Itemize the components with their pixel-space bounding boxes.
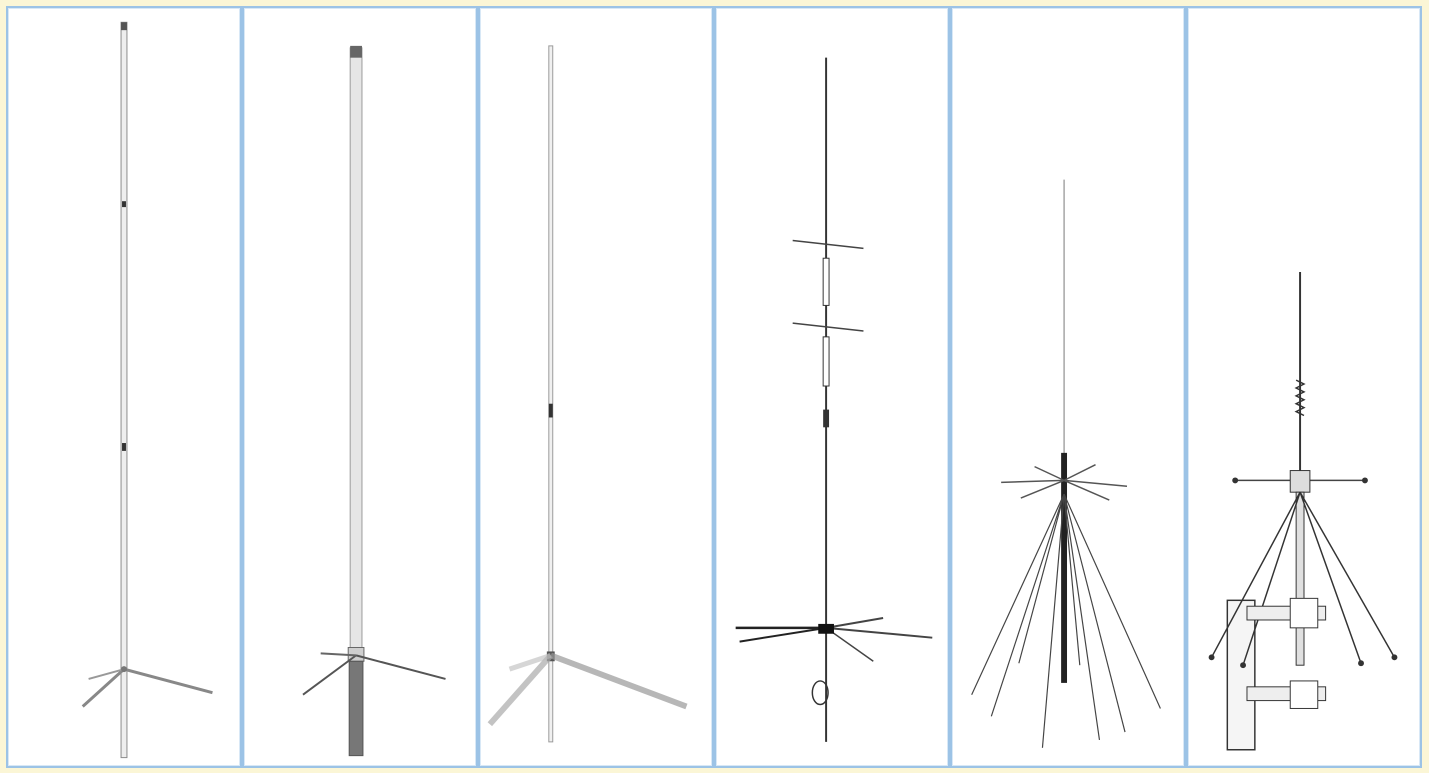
antenna-panel-4 xyxy=(714,6,950,768)
antenna-1-image xyxy=(81,21,213,759)
antenna-panel-1 xyxy=(6,6,242,768)
antenna-image-strip xyxy=(6,6,1424,770)
antenna-6-image xyxy=(1208,271,1398,751)
antenna-panel-5 xyxy=(950,6,1186,768)
antenna-2-image xyxy=(302,45,446,757)
antenna-3-image xyxy=(487,45,688,743)
antenna-panel-3 xyxy=(478,6,714,768)
antenna-panel-6 xyxy=(1186,6,1422,768)
antenna-5-image xyxy=(971,179,1161,748)
antenna-4-image xyxy=(735,57,933,742)
antenna-panel-2 xyxy=(242,6,478,768)
